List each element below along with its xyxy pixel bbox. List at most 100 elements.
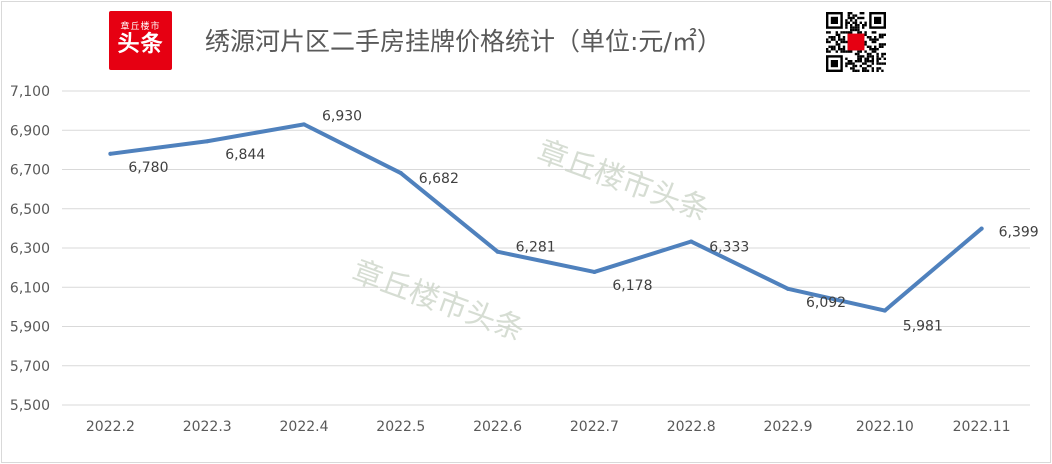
qr-module xyxy=(866,45,870,48)
qr-module xyxy=(876,57,879,60)
qr-module xyxy=(869,60,872,63)
qr-module xyxy=(835,33,838,36)
data-point xyxy=(495,249,500,254)
qr-module xyxy=(864,24,867,27)
data-label: 6,844 xyxy=(225,147,265,163)
qr-module xyxy=(869,55,872,58)
series-line xyxy=(108,122,984,313)
qr-module xyxy=(862,26,865,29)
qr-module xyxy=(847,31,850,34)
qr-module xyxy=(864,33,867,36)
qr-module xyxy=(857,16,860,20)
qr-module xyxy=(833,45,836,48)
qr-finder-inner xyxy=(830,60,838,68)
qr-module xyxy=(850,19,853,22)
data-label: 6,682 xyxy=(419,171,459,187)
qr-module xyxy=(864,50,867,53)
qr-module xyxy=(871,69,874,72)
qr-code-icon xyxy=(826,12,886,72)
qr-module xyxy=(859,64,862,68)
qr-module xyxy=(866,52,870,56)
data-label: 6,281 xyxy=(516,240,556,256)
qr-module xyxy=(878,57,882,60)
qr-module xyxy=(852,21,855,24)
qr-module xyxy=(835,31,838,34)
qr-module xyxy=(857,57,860,60)
qr-module xyxy=(871,67,874,70)
qr-module xyxy=(869,45,872,48)
qr-module xyxy=(828,40,831,44)
qr-module xyxy=(845,64,848,68)
qr-module xyxy=(842,45,846,48)
qr-module xyxy=(833,48,836,51)
qr-module xyxy=(881,52,884,56)
qr-module xyxy=(830,48,834,51)
y-tick-label: 6,300 xyxy=(10,241,50,257)
qr-module xyxy=(830,38,834,41)
qr-module xyxy=(871,50,874,53)
qr-module xyxy=(866,69,870,72)
qr-module xyxy=(857,28,860,32)
qr-module xyxy=(835,50,838,53)
qr-module xyxy=(881,69,884,72)
qr-module xyxy=(857,26,860,29)
qr-module xyxy=(847,16,850,20)
qr-module xyxy=(871,48,874,51)
x-tick-label: 2022.2 xyxy=(86,419,135,435)
qr-module xyxy=(878,43,882,46)
qr-module xyxy=(878,36,882,39)
data-label: 6,780 xyxy=(128,160,168,176)
y-tick-label: 5,700 xyxy=(10,359,50,375)
qr-module xyxy=(871,62,874,65)
qr-module xyxy=(854,64,858,68)
qr-module xyxy=(845,62,848,65)
qr-module xyxy=(866,55,870,58)
qr-module xyxy=(869,48,872,51)
data-point xyxy=(398,171,403,176)
qr-module xyxy=(866,36,870,39)
x-tick-label: 2022.11 xyxy=(953,419,1011,435)
qr-module xyxy=(850,62,853,65)
qr-module xyxy=(869,64,872,68)
qr-module xyxy=(876,67,879,70)
qr-module xyxy=(852,16,855,20)
qr-module xyxy=(874,40,877,44)
qr-module xyxy=(842,36,846,39)
qr-module xyxy=(845,31,848,34)
qr-module xyxy=(871,55,874,58)
data-point xyxy=(592,269,597,274)
qr-module xyxy=(864,60,867,63)
data-label: 6,092 xyxy=(806,295,846,311)
qr-module xyxy=(842,50,846,53)
qr-module xyxy=(850,24,853,27)
qr-module xyxy=(854,24,858,27)
qr-module xyxy=(857,50,860,53)
qr-module xyxy=(864,31,867,34)
data-point xyxy=(108,151,113,156)
data-point xyxy=(205,139,210,144)
y-tick-label: 6,500 xyxy=(10,202,50,218)
qr-module xyxy=(876,52,879,56)
qr-module xyxy=(840,50,843,53)
qr-module xyxy=(864,57,867,60)
qr-module xyxy=(874,36,877,39)
qr-module xyxy=(838,38,841,41)
qr-module xyxy=(862,16,865,20)
y-tick-label: 5,500 xyxy=(10,398,50,414)
qr-module xyxy=(852,26,855,29)
qr-module xyxy=(847,50,850,53)
qr-module xyxy=(854,60,858,63)
qr-module xyxy=(883,62,886,65)
qr-module xyxy=(857,31,860,34)
qr-module xyxy=(833,36,836,39)
qr-module xyxy=(850,16,853,20)
qr-module xyxy=(883,43,886,46)
qr-module xyxy=(840,48,843,51)
qr-module xyxy=(826,48,829,51)
qr-module xyxy=(859,16,862,20)
qr-module xyxy=(833,38,836,41)
y-tick-label: 6,700 xyxy=(10,163,50,179)
y-tick-label: 5,900 xyxy=(10,320,50,336)
qr-module xyxy=(845,57,848,60)
